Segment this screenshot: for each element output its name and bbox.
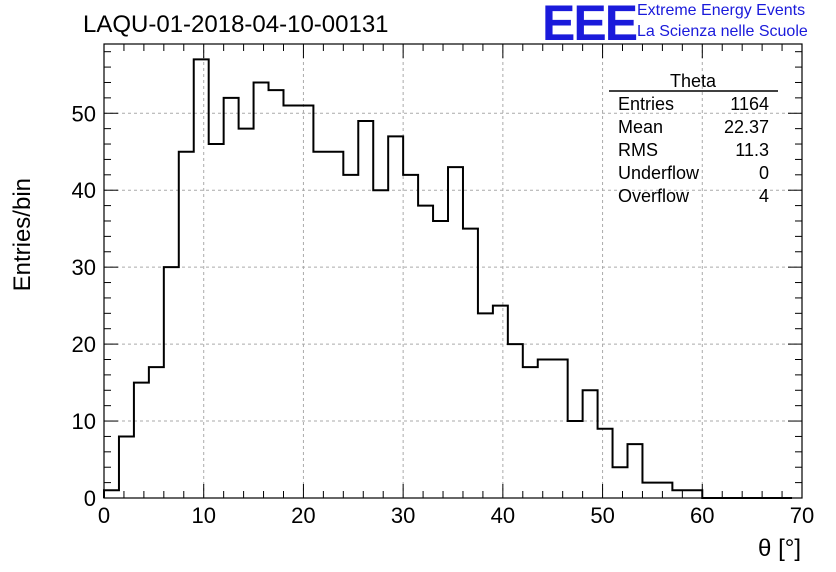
stats-label-underflow: Underflow	[618, 163, 700, 183]
axis-ticks	[103, 44, 803, 499]
y-axis-label: Entries/bin	[9, 178, 36, 291]
y-tick-label: 10	[72, 409, 96, 434]
x-tick-label: 20	[291, 503, 315, 528]
x-axis-label: θ [°]	[758, 535, 801, 562]
stats-label-rms: RMS	[618, 140, 658, 160]
eee-logo-line1: Extreme Energy Events	[637, 2, 806, 19]
x-tick-label: 40	[491, 503, 515, 528]
stats-label-mean: Mean	[618, 117, 663, 137]
stats-value-rms: 11.3	[735, 140, 769, 160]
plot-frame	[103, 43, 803, 499]
eee-logo-line2: La Scienza nelle Scuole	[637, 23, 808, 40]
y-tick-label: 50	[72, 101, 96, 126]
stats-box: Theta Entries 1164 Mean 22.37 RMS 11.3 U…	[609, 71, 778, 206]
stats-value-underflow: 0	[759, 163, 769, 183]
x-tick-labels: 0 10 20 30 40 50 60 70	[98, 503, 814, 528]
y-tick-label: 30	[72, 255, 96, 280]
x-tick-label: 0	[98, 503, 110, 528]
x-tick-label: 30	[391, 503, 415, 528]
y-tick-label: 0	[84, 486, 96, 511]
x-tick-label: 50	[590, 503, 614, 528]
eee-logo-mark: EEE	[542, 0, 638, 51]
grid-lines	[104, 44, 802, 498]
x-tick-label: 70	[790, 503, 814, 528]
y-tick-label: 20	[72, 332, 96, 357]
histogram-series	[103, 58, 793, 499]
stats-value-entries: 1164	[730, 94, 769, 114]
stats-value-mean: 22.37	[724, 117, 769, 137]
y-tick-label: 40	[72, 178, 96, 203]
stats-value-overflow: 4	[759, 186, 769, 206]
x-tick-label: 60	[690, 503, 714, 528]
stats-title: Theta	[670, 71, 717, 91]
chart-title: LAQU-01-2018-04-10-00131	[83, 11, 389, 38]
stats-label-overflow: Overflow	[618, 186, 690, 206]
x-tick-label: 10	[191, 503, 215, 528]
y-tick-labels: 0 10 20 30 40 50	[72, 101, 96, 511]
stats-label-entries: Entries	[618, 94, 674, 114]
